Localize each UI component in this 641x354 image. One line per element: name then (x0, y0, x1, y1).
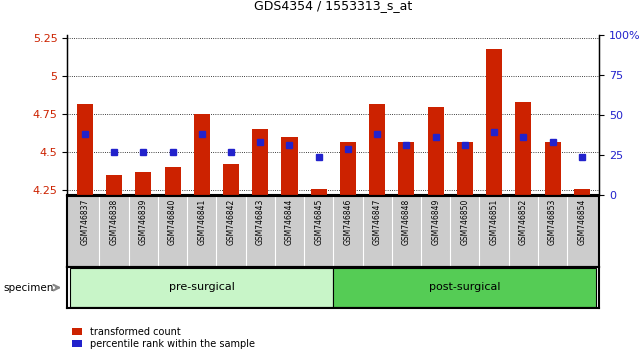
Bar (311, 189, 327, 195)
Bar (165, 167, 181, 195)
Bar (135, 172, 151, 195)
Bar (252, 130, 269, 195)
Text: GSM746849: GSM746849 (431, 199, 440, 245)
Bar (544, 142, 561, 195)
Bar (398, 142, 415, 195)
Bar (457, 142, 473, 195)
Bar (428, 107, 444, 195)
Bar (77, 104, 93, 195)
Bar (106, 175, 122, 195)
Text: GSM746850: GSM746850 (460, 199, 469, 245)
Text: GSM746843: GSM746843 (256, 199, 265, 245)
Text: specimen: specimen (3, 282, 54, 293)
Text: GSM746840: GSM746840 (168, 199, 177, 245)
Text: GSM746845: GSM746845 (314, 199, 323, 245)
Text: GSM746839: GSM746839 (139, 199, 148, 245)
Text: GSM746841: GSM746841 (197, 199, 206, 245)
Text: GSM746854: GSM746854 (578, 199, 587, 245)
Text: GSM746851: GSM746851 (490, 199, 499, 245)
Bar (194, 114, 210, 195)
Text: GSM746848: GSM746848 (402, 199, 411, 245)
Text: GSM746838: GSM746838 (110, 199, 119, 245)
Text: post-surgical: post-surgical (429, 282, 501, 292)
Bar (486, 49, 502, 195)
Bar (71, 268, 333, 307)
Legend: transformed count, percentile rank within the sample: transformed count, percentile rank withi… (72, 327, 254, 349)
Text: GSM746853: GSM746853 (548, 199, 557, 245)
Text: GSM746846: GSM746846 (344, 199, 353, 245)
Bar (574, 189, 590, 195)
Bar (515, 102, 531, 195)
Text: GSM746852: GSM746852 (519, 199, 528, 245)
Text: GSM746847: GSM746847 (372, 199, 381, 245)
Bar (369, 104, 385, 195)
Bar (281, 137, 297, 195)
Text: GDS4354 / 1553313_s_at: GDS4354 / 1553313_s_at (254, 0, 412, 12)
Text: GSM746844: GSM746844 (285, 199, 294, 245)
Text: pre-surgical: pre-surgical (169, 282, 235, 292)
Bar (340, 142, 356, 195)
Text: GSM746842: GSM746842 (226, 199, 235, 245)
Bar (223, 164, 239, 195)
Text: GSM746837: GSM746837 (80, 199, 89, 245)
Bar (333, 268, 596, 307)
